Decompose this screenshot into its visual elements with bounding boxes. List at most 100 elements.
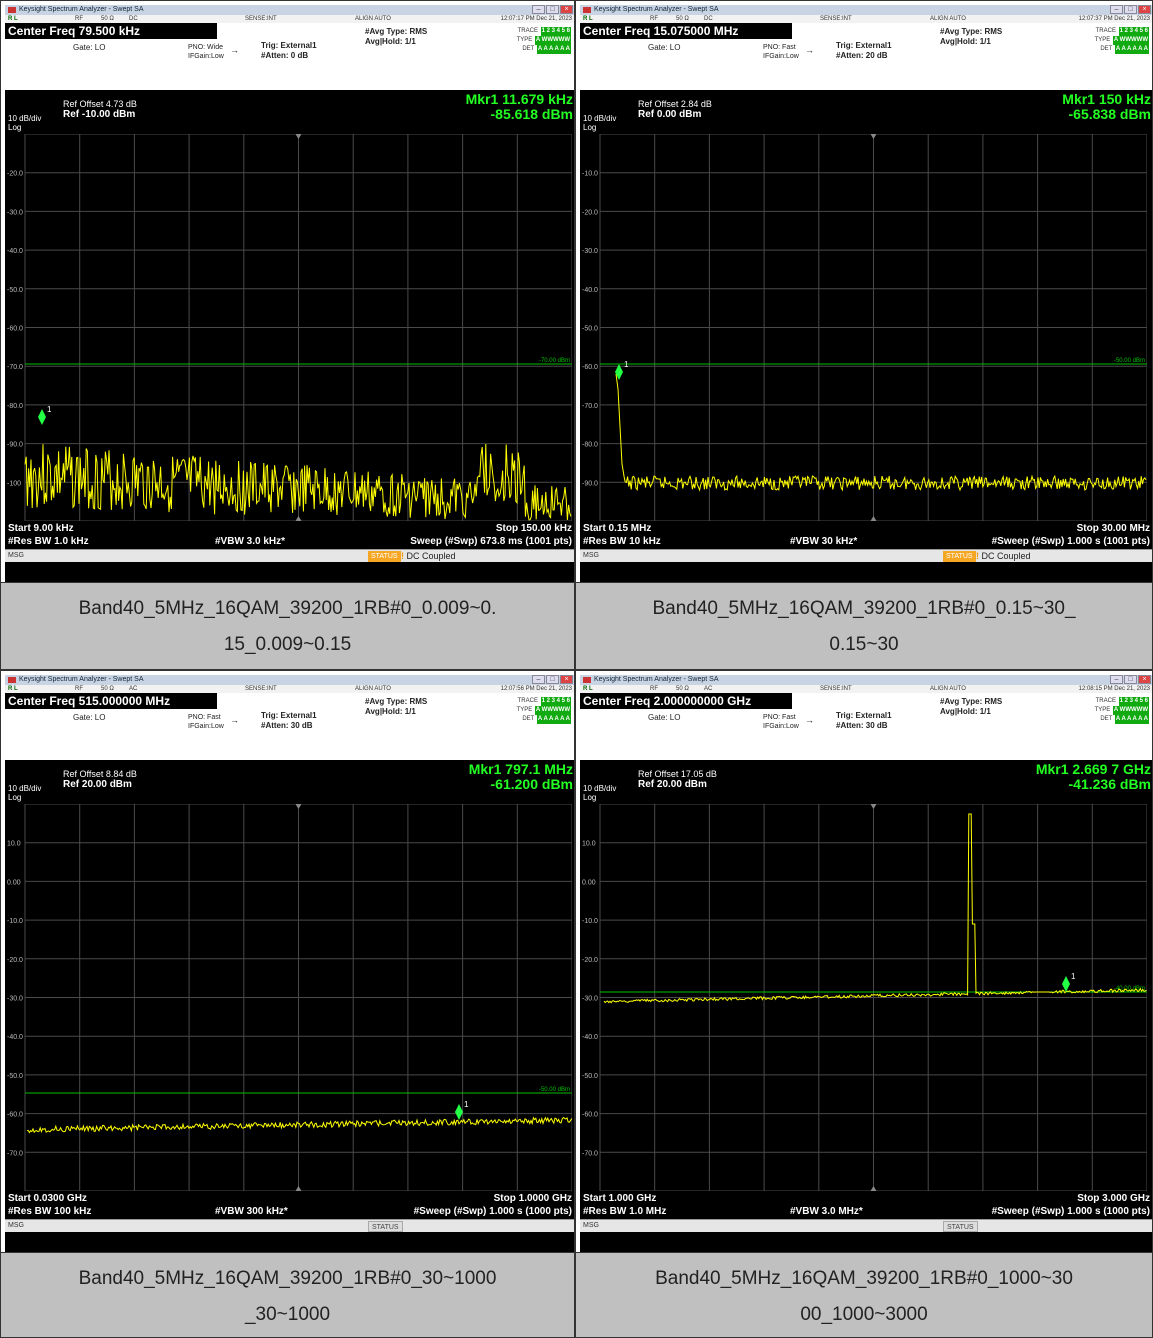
y-axis-label: -90.0 [7, 442, 23, 449]
timestamp: 12:07:56 PM Dec 21, 2023 [500, 686, 572, 692]
trigger-value: Trig: External1 [836, 41, 892, 50]
y-axis-label: -20.0 [582, 957, 598, 964]
status-bar: R L RF 50 Ω DC SENSE:INT ALIGN AUTO 12:0… [5, 15, 574, 23]
trace-values: 1 2 3 4 5 6 [540, 27, 571, 36]
status-badge[interactable]: STATUS [943, 1221, 978, 1232]
y-axis-label: -70.0 [582, 1150, 598, 1157]
rbw: #Res BW 10 kHz [583, 536, 661, 547]
trace-label: TRACE [1095, 698, 1116, 704]
marker-level: -41.236 dBm [1068, 776, 1151, 792]
maximize-button[interactable]: □ [546, 5, 559, 14]
spectrum-plot[interactable]: 10.0 0.00 -10.0 -20.0 -30.0 -40.0 -50.0 -60.0 -7… [580, 804, 1147, 1191]
ref-level: Ref 20.00 dBm [638, 779, 707, 790]
y-axis-label: -70.0 [7, 1150, 23, 1157]
ref-level: Ref 20.00 dBm [63, 779, 132, 790]
status-badge[interactable]: STATUS [943, 551, 976, 562]
type-values: A WWWWW [1112, 706, 1149, 715]
y-axis-label: -60.0 [582, 1112, 598, 1119]
start-freq: Start 0.15 MHz [583, 523, 652, 534]
spectrum-svg: -20.0 -30.0 -40.0 -50.0 -60.0 -70.0 -80.0 -90.0… [7, 134, 572, 521]
atten-value: #Atten: 30 dB [836, 721, 888, 730]
window-titlebar: Keysight Spectrum Analyzer - Swept SA – … [580, 675, 1152, 685]
pno-value: PNO: Wide [188, 44, 224, 51]
atten-value: #Atten: 30 dB [261, 721, 313, 730]
center-freq[interactable]: Center Freq 15.075000 MHz [580, 23, 792, 39]
panel-caption: Band40_5MHz_16QAM_39200_1RB#0_30~1000 _3… [1, 1252, 574, 1337]
minimize-button[interactable]: – [1110, 675, 1123, 684]
y-axis-label: 0.00 [582, 879, 596, 886]
status-badge[interactable]: STATUS [368, 1221, 403, 1232]
panel-caption: Band40_5MHz_16QAM_39200_1RB#0_0.009~0. 1… [1, 582, 574, 669]
spectrum-plot[interactable]: 10.0 0.00 -10.0 -20.0 -30.0 -40.0 -50.0 -60.0 -7… [5, 804, 572, 1191]
timestamp: 12:08:15 PM Dec 21, 2023 [1078, 686, 1150, 692]
minimize-button[interactable]: – [532, 675, 545, 684]
y-axis-label: 10.0 [582, 841, 596, 848]
gate-setting: Gate: LO [73, 43, 106, 52]
y-axis-label: -30.0 [582, 996, 598, 1003]
sweep-footer: Start 9.00 kHz Stop 150.00 kHz #Res BW 1… [5, 521, 574, 549]
trigger-value: Trig: External1 [261, 711, 317, 720]
message-bar: MSG STATUS [580, 1219, 1152, 1232]
scale-type: Log [8, 793, 22, 802]
type-label: TYPE [516, 707, 533, 713]
window-titlebar: Keysight Spectrum Analyzer - Swept SA – … [5, 675, 574, 685]
maximize-button[interactable]: □ [1124, 675, 1137, 684]
scale-type: Log [583, 123, 597, 132]
coupling-indicator: DC [129, 16, 138, 22]
y-axis-label: -20.0 [7, 171, 23, 178]
spectrum-plot[interactable]: -10.0 -20.0 -30.0 -40.0 -50.0 -60.0 -70.0 -80.0… [580, 134, 1147, 521]
avg-type: #Avg Type: RMS [365, 27, 428, 36]
minimize-button[interactable]: – [532, 5, 545, 14]
trigger-arrow-icon: → [805, 45, 814, 55]
maximize-button[interactable]: □ [546, 675, 559, 684]
status-badge[interactable]: STATUS [368, 551, 401, 562]
trace-label: TRACE [517, 28, 538, 34]
trace-table: TRACE 1 2 3 4 5 6 TYPE A WWWWW DET A A A… [1095, 27, 1149, 54]
panel-caption: Band40_5MHz_16QAM_39200_1RB#0_1000~30 00… [576, 1252, 1152, 1337]
trigger-value: Trig: External1 [836, 711, 892, 720]
type-label: TYPE [1094, 707, 1111, 713]
pno-setting: PNO: Fast IFGain:Low [188, 713, 224, 731]
status-bar: R L RF 50 Ω AC SENSE:INT ALIGN AUTO 12:0… [5, 685, 574, 693]
analyzer-panel: Keysight Spectrum Analyzer - Swept SA – … [575, 670, 1153, 1338]
avg-hold: Avg|Hold: 1/1 [365, 37, 416, 46]
status-text: DC Coupled [981, 551, 1031, 561]
y-axis-label: -10.0 [582, 918, 598, 925]
settings-header: Center Freq 2.000000000 GHz Gate: LO PNO… [580, 693, 1152, 760]
pno-setting: PNO: Fast IFGain:Low [763, 713, 799, 731]
type-values: A WWWWW [1112, 36, 1149, 45]
rbw: #Res BW 1.0 MHz [583, 1206, 667, 1217]
center-freq[interactable]: Center Freq 79.500 kHz [5, 23, 217, 39]
center-tick-top [295, 134, 302, 139]
center-freq[interactable]: Center Freq 2.000000000 GHz [580, 693, 792, 709]
atten-value: #Atten: 0 dB [261, 51, 309, 60]
close-button[interactable]: × [560, 675, 573, 684]
y-axis-label: -30.0 [7, 996, 23, 1003]
minimize-button[interactable]: – [1110, 5, 1123, 14]
pno-setting: PNO: Wide IFGain:Low [188, 43, 224, 61]
spectrum-trace [24, 443, 572, 521]
y-axis-label: -40.0 [7, 1034, 23, 1041]
close-button[interactable]: × [1138, 675, 1151, 684]
marker-frequency: Mkr1 797.1 MHz [468, 761, 573, 777]
timestamp: 12:07:17 PM Dec 21, 2023 [500, 16, 572, 22]
close-button[interactable]: × [1138, 5, 1151, 14]
trigger-setting: Trig: External1 #Atten: 20 dB [836, 41, 892, 61]
start-freq: Start 1.000 GHz [583, 1193, 657, 1204]
settings-header: Center Freq 79.500 kHz Gate: LO PNO: Wid… [5, 23, 574, 90]
maximize-button[interactable]: □ [1124, 5, 1137, 14]
scale-per-div: 10 dB/div [583, 784, 617, 793]
avg-hold: Avg|Hold: 1/1 [940, 707, 991, 716]
caption-line-1: Band40_5MHz_16QAM_39200_1RB#0_0.009~0. [78, 598, 497, 619]
msg-label: MSG [8, 1222, 24, 1229]
ref-offset: Ref Offset 8.84 dB [63, 769, 137, 779]
close-button[interactable]: × [560, 5, 573, 14]
scale-header: Ref Offset 8.84 dB Ref 20.00 dBm 10 dB/d… [5, 760, 574, 804]
spectrum-plot[interactable]: -20.0 -30.0 -40.0 -50.0 -60.0 -70.0 -80.0 -90.0… [5, 134, 572, 521]
stop-freq: Stop 1.0000 GHz [493, 1193, 572, 1204]
center-freq[interactable]: Center Freq 515.000000 MHz [5, 693, 217, 709]
message-bar: MSG STATUS [5, 1219, 574, 1232]
marker-readout: Mkr1 11.679 kHz -85.618 dBm [466, 92, 573, 122]
scale-per-div: 10 dB/div [8, 784, 42, 793]
